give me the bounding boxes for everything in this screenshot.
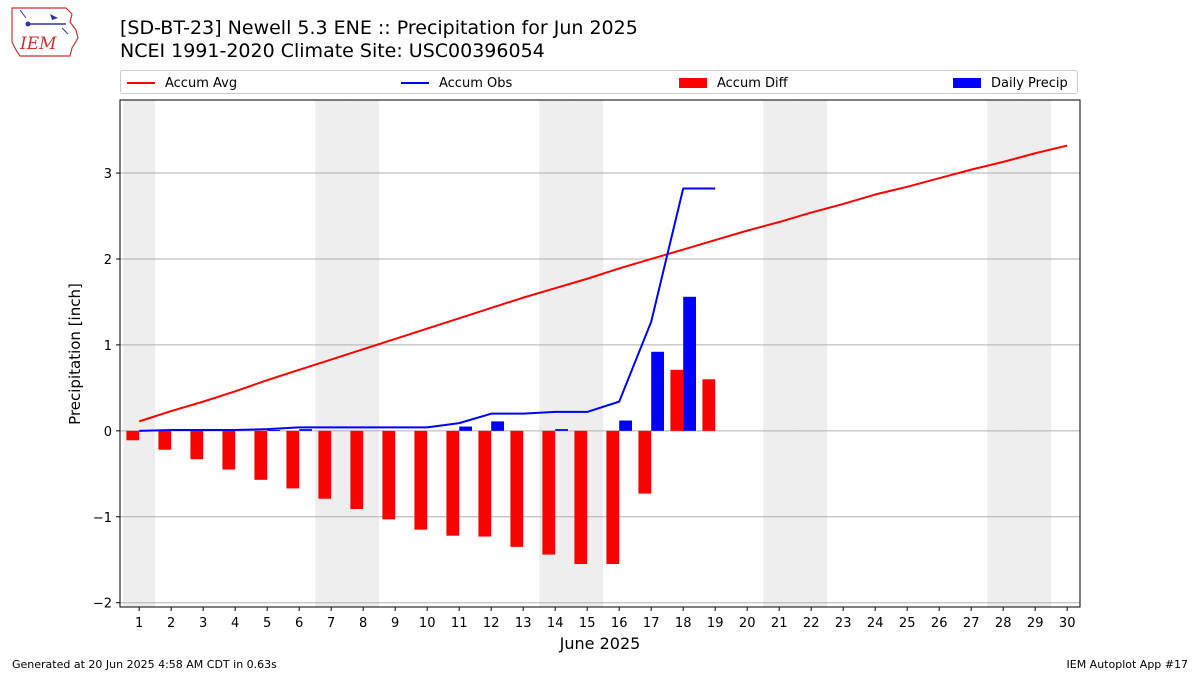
xtick-label-17: 17 [643, 616, 660, 631]
xtick-label-26: 26 [931, 616, 948, 631]
bar-accum-diff-day-18 [670, 369, 684, 431]
xtick-label-23: 23 [835, 616, 852, 631]
bar-accum-diff-day-5 [254, 430, 268, 480]
bar-daily-precip-day-14 [555, 429, 568, 431]
legend-label-accum-avg: Accum Avg [165, 75, 238, 91]
bar-accum-diff-day-4 [222, 430, 236, 470]
bar-daily-precip-day-12 [491, 421, 504, 431]
plot-frame [119, 99, 1081, 608]
xtick-label-21: 21 [771, 616, 788, 631]
xtick-label-13: 13 [515, 616, 532, 631]
xtick-label-4: 4 [231, 616, 239, 631]
weekend-band-7 [315, 100, 348, 607]
xtick-label-12: 12 [483, 616, 500, 631]
bars [126, 296, 716, 565]
bar-accum-diff-day-2 [158, 430, 172, 450]
ytick-label-1: −1 [93, 511, 112, 526]
bar-accum-diff-day-19 [702, 379, 716, 431]
legend-label-daily-precip: Daily Precip [991, 75, 1068, 91]
xtick-label-28: 28 [995, 616, 1012, 631]
x-axis-label: June 2025 [559, 634, 641, 653]
xtick-label-8: 8 [359, 616, 367, 631]
bar-daily-precip-day-17 [651, 351, 664, 431]
legend-item-accum-avg: Accum Avg [127, 74, 237, 92]
legend-label-accum-obs: Accum Obs [439, 75, 513, 91]
xtick-label-7: 7 [327, 616, 335, 631]
bar-accum-diff-day-15 [574, 430, 588, 565]
bar-daily-precip-day-6 [299, 429, 312, 431]
legend-swatch-accum-diff [679, 78, 707, 88]
weekend-band-21 [763, 100, 796, 607]
ytick-label-0: −2 [93, 597, 112, 612]
xtick-label-29: 29 [1027, 616, 1044, 631]
xtick-label-6: 6 [295, 616, 303, 631]
chart-title: [SD-BT-23] Newell 5.3 ENE :: Precipitati… [120, 17, 638, 39]
bar-accum-diff-day-10 [414, 430, 428, 530]
xtick-label-20: 20 [739, 616, 756, 631]
bar-accum-diff-day-12 [478, 430, 492, 537]
legend-swatch-daily-precip [953, 78, 981, 88]
bar-accum-diff-day-7 [318, 430, 332, 499]
ytick-label-3: 1 [104, 339, 112, 354]
legend-item-daily-precip: Daily Precip [953, 74, 1068, 92]
xtick-label-11: 11 [451, 616, 468, 631]
bar-accum-diff-day-8 [350, 430, 364, 510]
xtick-label-27: 27 [963, 616, 980, 631]
xtick-label-3: 3 [199, 616, 207, 631]
bar-daily-precip-day-16 [619, 420, 632, 431]
iem-logo: IEM [11, 7, 79, 57]
bar-accum-diff-day-14 [542, 430, 556, 555]
legend-item-accum-obs: Accum Obs [401, 74, 512, 92]
xtick-label-1: 1 [135, 616, 143, 631]
legend-label-accum-diff: Accum Diff [717, 75, 788, 91]
xtick-label-10: 10 [419, 616, 436, 631]
xtick-label-19: 19 [707, 616, 724, 631]
xtick-label-22: 22 [803, 616, 820, 631]
bar-accum-diff-day-1 [126, 430, 140, 441]
weekend-band-22 [795, 100, 828, 607]
bar-daily-precip-day-18 [683, 296, 696, 431]
bar-accum-diff-day-11 [446, 430, 460, 536]
y-gridlines [120, 172, 1080, 604]
bar-accum-diff-day-16 [606, 430, 620, 565]
weekend-band-28 [987, 100, 1020, 607]
bar-accum-diff-day-6 [286, 430, 300, 489]
line-accum-avg [138, 144, 1068, 423]
ytick-label-2: 0 [104, 425, 112, 440]
footer-generated: Generated at 20 Jun 2025 4:58 AM CDT in … [12, 658, 277, 671]
bar-accum-diff-day-13 [510, 430, 524, 547]
lines [138, 144, 1068, 432]
footer-app-id: IEM Autoplot App #17 [1066, 658, 1189, 671]
legend: Accum Avg Accum Obs Accum Diff Daily Pre… [120, 70, 1078, 94]
logo-text: IEM [19, 34, 57, 54]
ytick-label-4: 2 [104, 253, 112, 268]
xtick-label-9: 9 [391, 616, 399, 631]
bar-accum-diff-day-3 [190, 430, 204, 460]
chart-subtitle: NCEI 1991-2020 Climate Site: USC00396054 [120, 40, 545, 62]
xtick-label-5: 5 [263, 616, 271, 631]
legend-item-accum-diff: Accum Diff [679, 74, 788, 92]
y-axis-label: Precipitation [inch] [66, 283, 84, 425]
legend-swatch-accum-obs [401, 82, 429, 84]
xtick-label-24: 24 [867, 616, 884, 631]
bar-accum-diff-day-17 [638, 430, 652, 494]
xtick-label-18: 18 [675, 616, 692, 631]
xtick-label-14: 14 [547, 616, 564, 631]
xtick-label-30: 30 [1059, 616, 1076, 631]
xtick-label-2: 2 [167, 616, 175, 631]
ytick-label-5: 3 [104, 167, 112, 182]
weekend-band-29 [1019, 100, 1052, 607]
xtick-label-25: 25 [899, 616, 916, 631]
legend-swatch-accum-avg [127, 82, 155, 84]
weekend-band-1 [123, 100, 156, 607]
bar-daily-precip-day-11 [459, 426, 472, 431]
line-accum-obs [139, 187, 716, 432]
bar-accum-diff-day-9 [382, 430, 396, 520]
xtick-label-16: 16 [611, 616, 628, 631]
xtick-label-15: 15 [579, 616, 596, 631]
bar-daily-precip-day-5 [267, 429, 280, 431]
